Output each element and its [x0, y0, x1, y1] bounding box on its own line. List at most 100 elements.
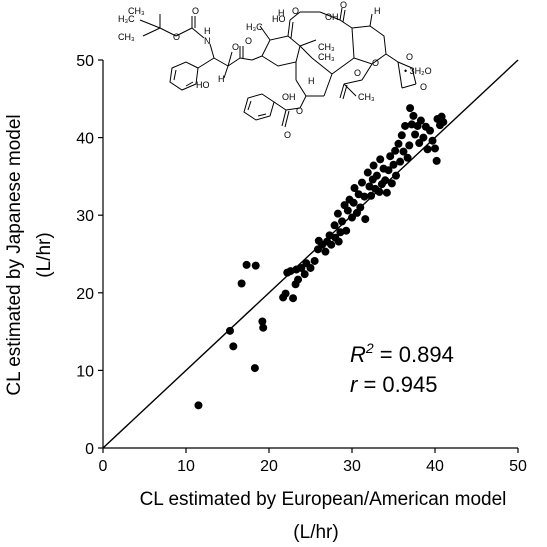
molecule-atom-label: O [354, 68, 361, 78]
x-tick-label: 0 [99, 458, 108, 475]
data-point [439, 118, 448, 127]
data-point [384, 166, 393, 175]
data-point [194, 401, 203, 410]
molecule-atom-label: O [284, 130, 291, 140]
data-point [426, 126, 435, 135]
data-point [389, 160, 398, 169]
r-squared-symbol: R [350, 342, 366, 367]
data-point [397, 131, 406, 140]
molecule-atom-label: OH [282, 92, 296, 102]
data-point [250, 364, 259, 373]
data-point [415, 139, 424, 148]
identity-line [102, 59, 519, 449]
data-point [381, 176, 390, 185]
data-point [367, 191, 376, 200]
molecule-atom-label: O [372, 58, 379, 68]
data-point [294, 275, 303, 284]
y-axis-ticks: 0 10 20 30 40 50 [76, 53, 103, 458]
molecule-atom-label: H₃C [118, 14, 135, 24]
r-symbol: r [350, 372, 359, 397]
molecule-atom-label: H [204, 26, 211, 36]
data-point [369, 161, 378, 170]
molecule-atom-label: O [296, 106, 303, 116]
molecule-atom-label: H [278, 8, 285, 18]
data-points [194, 104, 448, 410]
molecule-atom-label: O [292, 6, 299, 16]
molecule-atom-label: O [192, 6, 199, 16]
data-point [321, 247, 330, 256]
x-tick-label: 40 [426, 458, 444, 475]
data-point [343, 206, 352, 215]
data-point [386, 152, 395, 161]
data-point [432, 156, 441, 165]
data-point [382, 188, 391, 197]
data-point [258, 317, 267, 326]
data-point [409, 111, 418, 120]
data-point [237, 279, 246, 288]
x-axis-ticks: 0 10 20 30 40 50 [99, 448, 527, 475]
r-annotation: r = 0.945 [350, 372, 437, 397]
data-point [281, 289, 290, 298]
y-axis-unit: (L/hr) [34, 232, 55, 277]
data-point [391, 146, 400, 155]
r-squared-superscript: 2 [365, 340, 374, 356]
molecule-atom-label: O [406, 52, 413, 62]
data-point [334, 237, 343, 246]
data-point [431, 144, 439, 153]
molecule-atom-label: N [204, 36, 211, 46]
data-point [327, 240, 336, 249]
molecule-atom-label: O [340, 0, 347, 10]
data-point [338, 217, 347, 226]
molecule-atom-label: H [374, 6, 381, 16]
molecule-atom-label: CH₃ [318, 52, 335, 62]
data-point [360, 192, 369, 201]
r-value: = 0.945 [357, 372, 437, 397]
molecule-atom-label: O [420, 82, 427, 92]
molecule-atom-label: CH₃ [358, 92, 375, 102]
data-point [391, 171, 400, 180]
molecule-atom-label: CH₃ [128, 6, 145, 16]
data-point [350, 184, 359, 193]
y-tick-label: 30 [76, 208, 94, 225]
data-point [330, 221, 339, 230]
data-point [349, 198, 358, 207]
data-point [394, 139, 403, 148]
molecule-atom-label: CH₃ [318, 42, 335, 52]
y-tick-label: 0 [85, 441, 94, 458]
data-point [401, 121, 410, 130]
data-point [399, 147, 408, 156]
x-tick-label: 20 [260, 458, 278, 475]
data-point [428, 136, 437, 145]
molecule-atom-label: O [245, 36, 252, 46]
molecule-atom-label: H [308, 76, 315, 86]
data-point [372, 171, 381, 180]
data-point [406, 104, 415, 113]
y-tick-label: 10 [76, 363, 94, 380]
molecule-atom-label: HO [272, 14, 286, 24]
r-squared-value: = 0.894 [374, 342, 454, 367]
data-point [300, 270, 309, 279]
data-point [242, 260, 251, 269]
y-tick-label: 50 [76, 53, 94, 70]
x-axis-label: CL estimated by European/American model [140, 489, 507, 510]
data-point [356, 203, 365, 212]
data-point [310, 256, 319, 265]
molecule-atom-label: H₃C [246, 22, 263, 32]
y-tick-label: 20 [76, 286, 94, 303]
data-point [251, 261, 260, 270]
molecule-atom-label: OH [325, 12, 339, 22]
y-axis-label: CL estimated by Japanese model [4, 114, 25, 395]
molecule-atom-label: O [173, 32, 180, 42]
data-point [225, 326, 234, 335]
y-tick-label: 40 [76, 131, 94, 148]
data-point [306, 263, 315, 272]
x-axis-unit: (L/hr) [293, 522, 338, 543]
data-point [423, 145, 432, 154]
data-point [375, 187, 384, 196]
data-point [416, 116, 425, 125]
data-point [396, 157, 405, 166]
data-point [363, 168, 372, 177]
data-point [419, 133, 428, 142]
data-point [333, 209, 342, 218]
